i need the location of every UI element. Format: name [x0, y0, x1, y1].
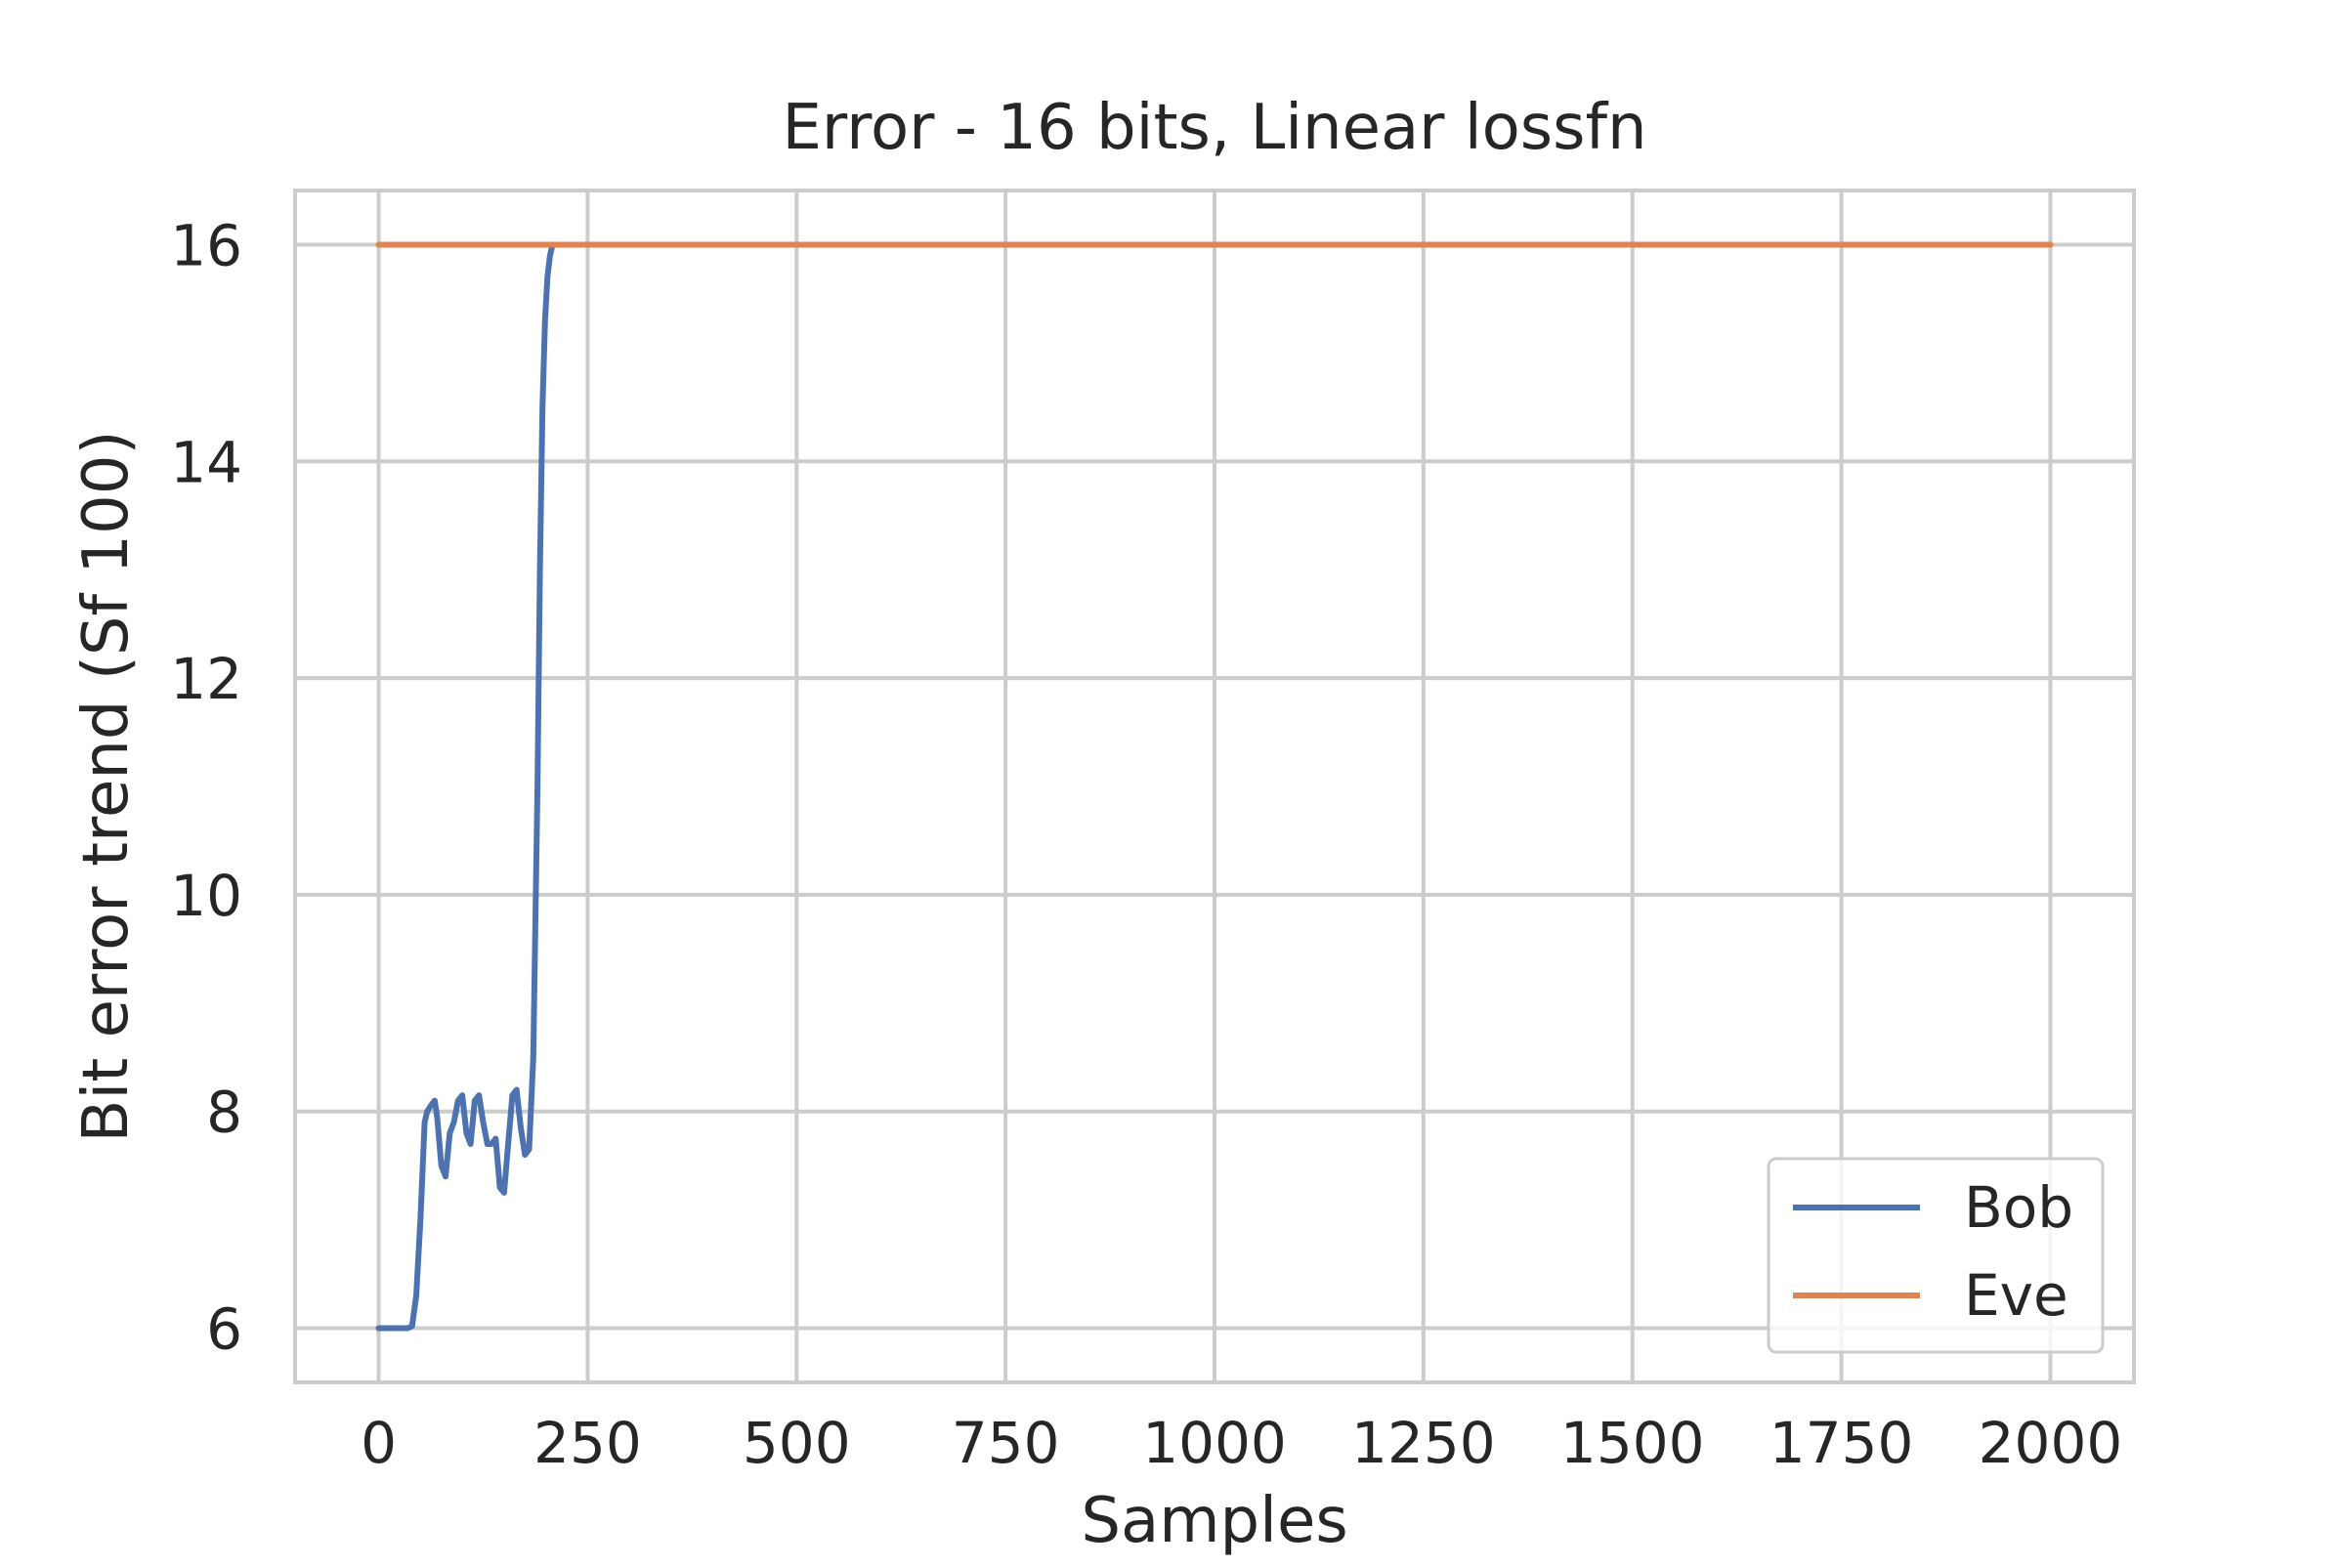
- x-tick-label: 1750: [1769, 1410, 1914, 1476]
- y-tick-label: 6: [206, 1296, 242, 1363]
- x-tick-label: 0: [361, 1410, 397, 1476]
- x-axis-label: Samples: [1081, 1485, 1347, 1557]
- series-group: [375, 241, 2054, 1332]
- plot-frame: [293, 189, 2136, 1384]
- tick-labels: 0 250 500 750 1000 1250 1500 1750 2000 6 8 10 12 14 16: [170, 212, 2122, 1476]
- legend: Bob Eve: [1767, 1157, 2105, 1354]
- y-tick-label: 10: [170, 863, 242, 929]
- x-tick-label: 250: [533, 1410, 642, 1476]
- legend-label-bob: Bob: [1964, 1174, 2073, 1241]
- x-tick-label: 500: [743, 1410, 851, 1476]
- y-tick-label: 16: [170, 212, 242, 278]
- legend-label-eve: Eve: [1964, 1262, 2068, 1329]
- chart-title: Error - 16 bits, Linear lossfn: [782, 92, 1646, 164]
- x-tick-label: 1500: [1560, 1410, 1705, 1476]
- x-tick-label: 2000: [1979, 1410, 2123, 1476]
- y-tick-label: 14: [170, 429, 242, 495]
- x-tick-label: 750: [952, 1410, 1060, 1476]
- y-tick-label: 12: [170, 646, 242, 712]
- series-line-bob: [375, 241, 562, 1332]
- y-axis-label: Bit error trend (Sf 100): [70, 431, 143, 1143]
- y-tick-label: 8: [206, 1080, 242, 1146]
- x-tick-label: 1000: [1142, 1410, 1287, 1476]
- x-tick-label: 1250: [1351, 1410, 1496, 1476]
